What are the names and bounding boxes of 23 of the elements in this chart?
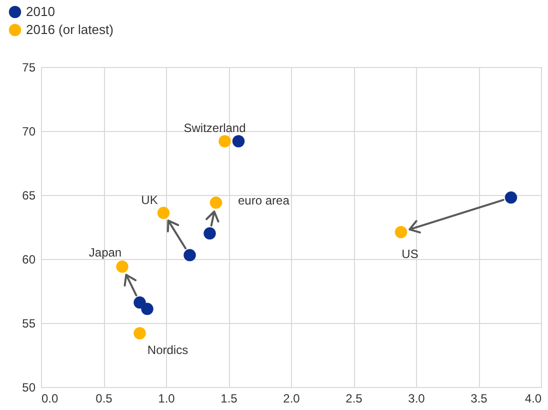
y-tick-label: 55 [22, 316, 36, 330]
annotation: euro area [238, 194, 290, 208]
annotation: Japan [88, 246, 122, 260]
x-tick-label: 3.0 [408, 392, 426, 406]
x-tick-label: 0.5 [96, 392, 113, 406]
legend-label: 2016 (or latest) [26, 22, 114, 37]
x-tick-label: 0.0 [42, 392, 59, 406]
x-tick-label: 2.5 [346, 392, 363, 406]
y-tick-label: 60 [22, 252, 36, 266]
x-tick-label: 2.0 [283, 392, 300, 406]
y-tick-label: 50 [22, 380, 36, 394]
legend-label: 2010 [26, 4, 55, 19]
y-tick-label: 75 [22, 60, 36, 74]
y-tick-label: 70 [22, 124, 36, 138]
annotation: Switzerland [184, 121, 246, 136]
annotation: UK [141, 192, 158, 207]
x-tick-label: 4.0 [524, 392, 542, 406]
y-tick-label: 65 [22, 188, 36, 202]
annotation: US [402, 247, 418, 262]
x-tick-label: 1.0 [158, 392, 176, 406]
x-tick-label: 3.5 [470, 392, 488, 406]
x-tick-label: 1.5 [220, 392, 238, 406]
annotation: Nordics [147, 343, 188, 358]
